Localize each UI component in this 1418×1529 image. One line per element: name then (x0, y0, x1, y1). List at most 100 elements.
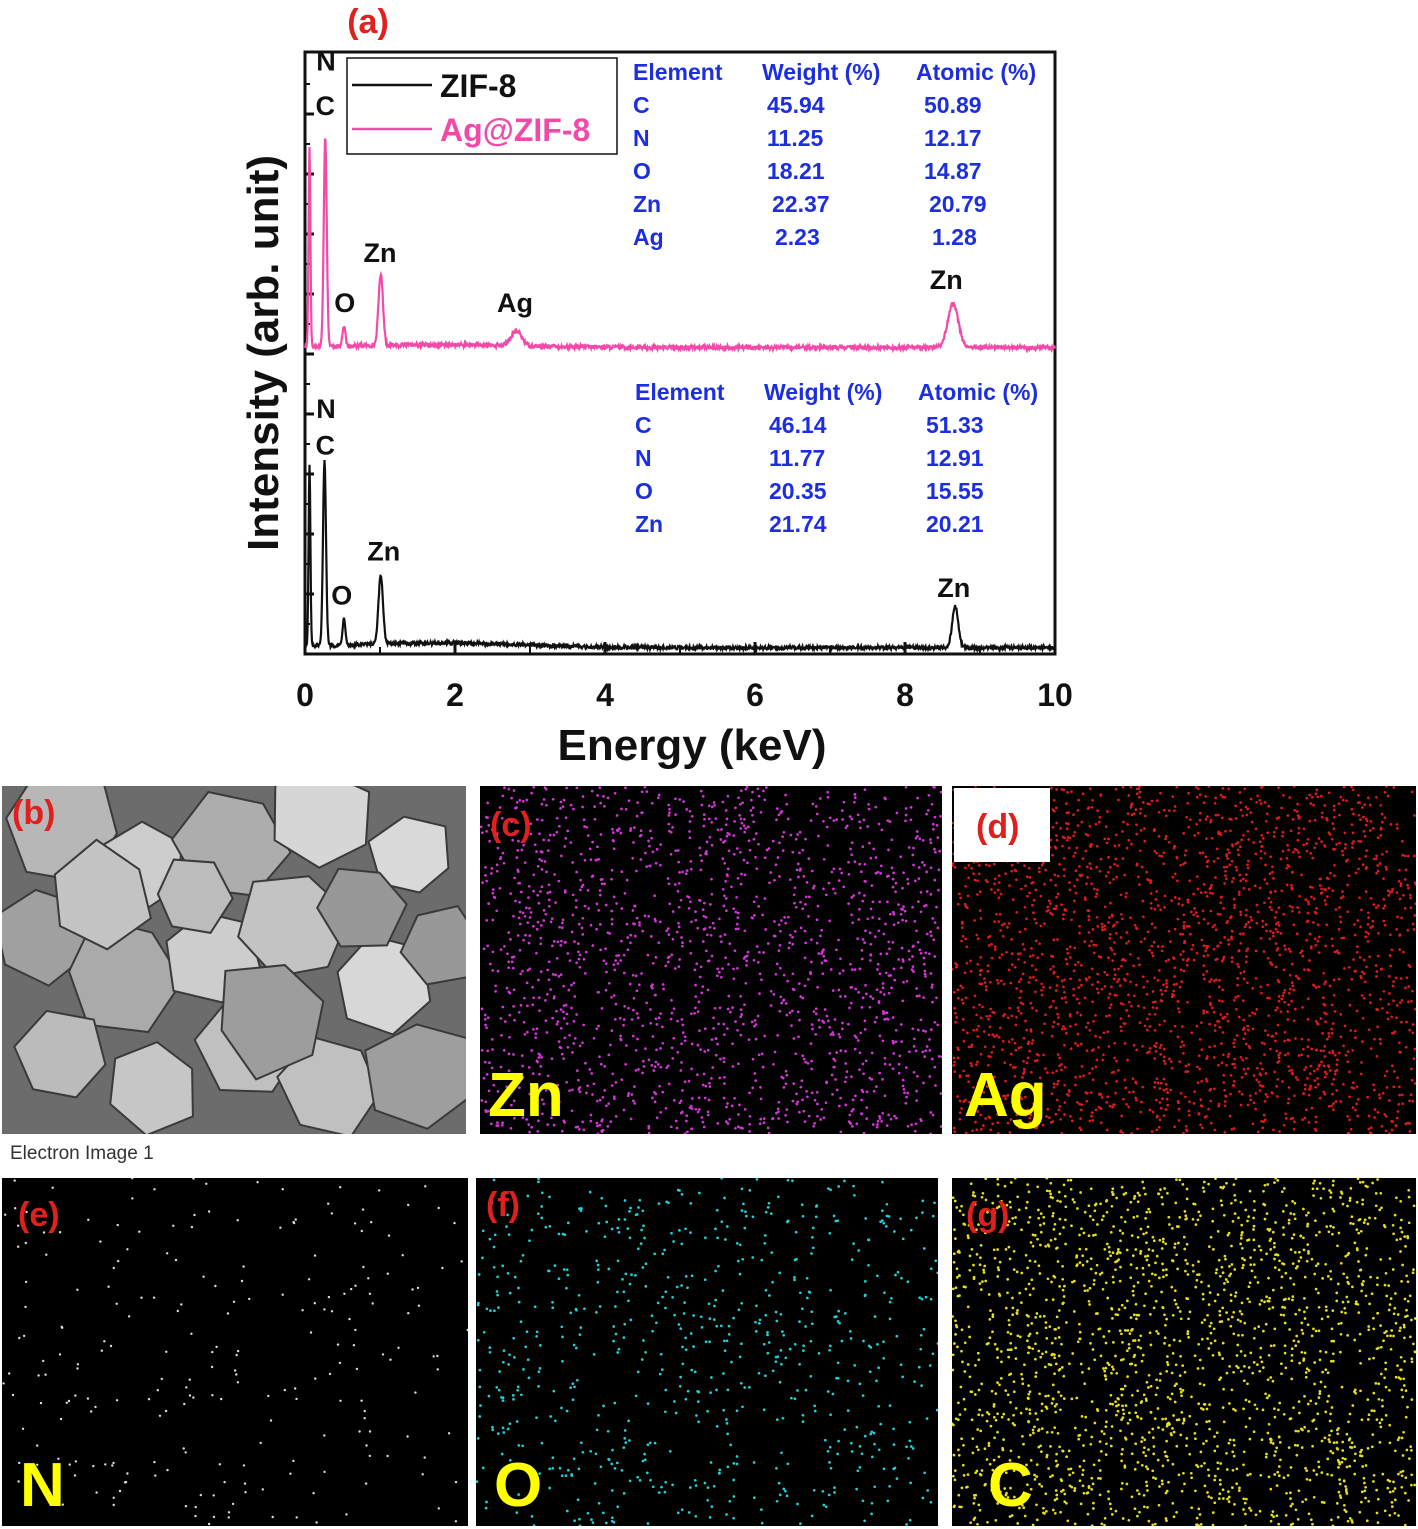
map-dot (1395, 891, 1399, 894)
n-map-dots (2, 1178, 468, 1526)
map-dot (1142, 985, 1146, 989)
map-dot (863, 1293, 867, 1297)
sem-crystal (67, 916, 184, 1034)
map-dot (1049, 902, 1052, 905)
map-dot (496, 969, 500, 973)
map-dot (609, 1120, 613, 1123)
map-dot (1175, 786, 1179, 789)
map-dot (1126, 812, 1130, 815)
map-dot (1382, 906, 1385, 910)
map-dot (1153, 926, 1157, 929)
map-dot (595, 1259, 599, 1263)
map-dot (483, 1017, 487, 1021)
map-dot (573, 995, 577, 998)
map-dot (513, 1018, 516, 1022)
map-dot (622, 1446, 626, 1449)
map-dot (1149, 892, 1153, 895)
map-dot (629, 1117, 633, 1121)
map-dot (1052, 938, 1056, 942)
map-dot (791, 1099, 795, 1103)
map-dot (1338, 915, 1342, 919)
map-dot (1242, 1018, 1246, 1022)
map-dot (1132, 994, 1136, 998)
map-dot (1029, 1028, 1033, 1031)
map-dot (1302, 843, 1305, 847)
map-dot (904, 1066, 908, 1069)
map-dot (57, 1457, 60, 1460)
map-dot (1014, 1023, 1018, 1027)
map-dot (900, 907, 903, 911)
map-dot (799, 926, 803, 930)
map-dot (677, 860, 681, 864)
map-dot (579, 878, 582, 882)
map-dot (67, 1399, 71, 1403)
map-dot (634, 1274, 637, 1277)
map-dot (1252, 841, 1256, 844)
map-dot (722, 1408, 726, 1412)
map-dot (567, 988, 571, 992)
map-dot (838, 1035, 842, 1039)
map-dot (1330, 1032, 1334, 1035)
map-dot (1096, 925, 1100, 928)
map-dot (1381, 1091, 1385, 1095)
map-dot (532, 1524, 536, 1526)
map-dot (117, 1259, 120, 1263)
map-dot (678, 1229, 681, 1232)
map-dot (1028, 1121, 1032, 1124)
map-dot (738, 1355, 742, 1359)
map-dot (860, 1098, 863, 1102)
map-dot (1185, 963, 1189, 967)
map-dot (1378, 1037, 1382, 1041)
map-dot (1339, 795, 1343, 799)
map-dot (92, 1464, 95, 1468)
map-dot (1177, 1119, 1181, 1122)
map-dot (1125, 942, 1128, 945)
map-dot (1138, 790, 1142, 794)
map-dot (1205, 894, 1209, 898)
map-dot (905, 1095, 908, 1099)
map-dot (616, 1505, 620, 1509)
map-dot (1118, 984, 1122, 987)
map-dot (952, 1064, 956, 1067)
map-dot (740, 821, 744, 825)
map-dot (577, 1293, 581, 1297)
map-dot (1234, 865, 1238, 869)
map-dot (638, 1479, 642, 1482)
map-dot (805, 1276, 809, 1280)
map-dot (623, 1218, 627, 1221)
map-dot (292, 1459, 295, 1463)
map-dot (1303, 1068, 1306, 1072)
map-dot (482, 947, 486, 951)
map-dot (643, 851, 647, 855)
map-dot (1072, 813, 1075, 817)
map-dot (488, 839, 491, 843)
map-dot (1394, 976, 1398, 980)
map-dot (782, 830, 786, 834)
map-dot (1137, 1004, 1140, 1008)
map-dot (1223, 1104, 1227, 1108)
map-dot (1064, 802, 1068, 805)
map-dot (1109, 901, 1112, 905)
map-dot (537, 1178, 540, 1181)
map-dot (1225, 1063, 1228, 1067)
map-dot (810, 1091, 814, 1095)
map-dot (1003, 1061, 1007, 1065)
map-dot (1034, 978, 1038, 982)
map-dot (544, 787, 548, 791)
map-dot (536, 920, 540, 924)
map-dot (996, 1097, 1000, 1101)
table-cell: 14.87 (924, 158, 982, 184)
map-dot (677, 925, 681, 929)
map-dot (1172, 983, 1176, 986)
map-dot (1026, 1125, 1029, 1129)
map-dot (956, 1046, 960, 1050)
map-dot (522, 1020, 526, 1024)
element-label-n: N (20, 1451, 65, 1520)
map-dot (1209, 1003, 1213, 1007)
map-dot (988, 864, 991, 867)
map-dot (784, 921, 788, 925)
map-dot (1297, 851, 1300, 854)
map-dot (593, 1482, 597, 1485)
map-dot (810, 938, 813, 941)
map-dot (647, 1131, 651, 1134)
